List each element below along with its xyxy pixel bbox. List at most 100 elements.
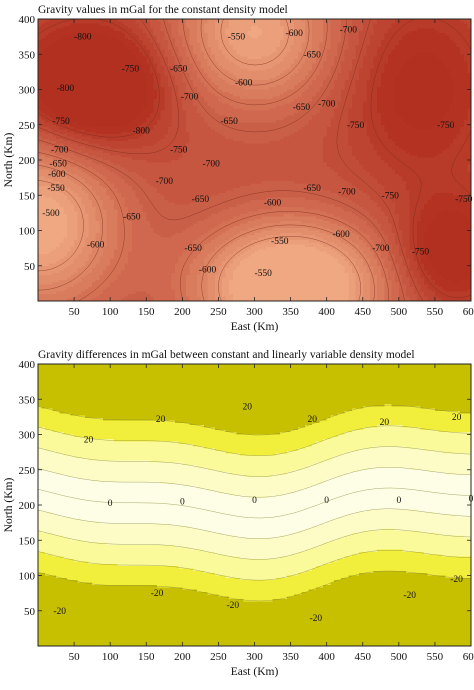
y-tick-label: 350	[19, 49, 36, 61]
contour-label: -20	[450, 575, 463, 585]
contour-label: -550	[47, 184, 65, 194]
gravity-differences-chart: Gravity differences in mGal between cons…	[0, 345, 474, 690]
contour-fill	[38, 19, 471, 301]
contour-fill	[38, 364, 471, 646]
contour-label: -650	[304, 50, 322, 60]
contour-label: -20	[310, 614, 323, 624]
contour-label: -700	[181, 93, 199, 103]
x-tick-label: 550	[427, 306, 444, 318]
x-tick-label: 600	[463, 651, 474, 663]
x-tick-label: 450	[355, 651, 372, 663]
chart-title: Gravity values in mGal for the constant …	[38, 4, 288, 16]
y-tick-label: 100	[19, 226, 36, 238]
contour-label: -750	[437, 121, 455, 131]
contour-label: -600	[87, 241, 105, 251]
y-tick-label: 300	[19, 85, 36, 97]
contour-label: -500	[42, 209, 60, 219]
contour-label: 20	[243, 402, 253, 412]
contour-label: -650	[49, 160, 67, 170]
contour-label: -750	[170, 145, 188, 155]
contour-label: -800	[74, 33, 92, 43]
y-tick-label: 200	[19, 500, 36, 512]
y-tick-label: 200	[19, 155, 36, 167]
contour-label: -750	[412, 248, 430, 258]
contour-label: -700	[318, 100, 336, 110]
x-tick-label: 150	[138, 306, 155, 318]
contour-label: -600	[264, 198, 282, 208]
contour-lines	[38, 404, 471, 602]
contour-label: -650	[170, 64, 188, 74]
x-axis-label: East (Km)	[231, 666, 279, 678]
contour-label: -750	[122, 64, 140, 74]
x-tick-label: 350	[282, 651, 299, 663]
contour-label: -650	[304, 184, 322, 194]
x-tick-label: 300	[246, 306, 263, 318]
chart-title: Gravity differences in mGal between cons…	[38, 349, 415, 361]
contour-label: -750	[381, 191, 399, 201]
x-tick-label: 300	[246, 651, 263, 663]
contour-label: -600	[332, 230, 350, 240]
contour-label: -550	[228, 33, 246, 43]
contour-label: -600	[285, 29, 303, 39]
x-tick-label: 50	[69, 651, 81, 663]
gravity-values-chart: Gravity values in mGal for the constant …	[3, 4, 474, 333]
x-tick-label: 350	[282, 306, 299, 318]
contour-label: -600	[199, 265, 217, 275]
y-tick-label: 250	[19, 120, 36, 132]
y-axis-label: North (Km)	[3, 478, 15, 533]
x-tick-label: 100	[102, 651, 119, 663]
contour-label: -700	[51, 145, 69, 155]
x-tick-label: 250	[210, 306, 227, 318]
contour-label: -650	[221, 117, 239, 127]
x-tick-label: 50	[69, 306, 81, 318]
y-tick-label: 100	[19, 571, 36, 583]
y-tick-label: 400	[19, 14, 36, 26]
x-tick-label: 500	[391, 306, 408, 318]
contour-label: 20	[156, 415, 166, 425]
x-tick-label: 250	[210, 651, 227, 663]
x-tick-label: 200	[174, 651, 191, 663]
y-tick-label: 300	[19, 430, 36, 442]
x-axis-label: East (Km)	[231, 321, 279, 333]
contour-label: -750	[455, 195, 473, 205]
contour-label: -700	[156, 177, 174, 187]
contour-label: -700	[202, 160, 220, 170]
x-tick-label: 100	[102, 306, 119, 318]
y-axis-label: North (Km)	[3, 133, 15, 188]
gravity-values-plot: Gravity values in mGal for the constant …	[3, 4, 474, 333]
contour-label: -550	[254, 269, 272, 279]
x-tick-label: 550	[427, 651, 444, 663]
contour-label: 20	[84, 435, 94, 445]
y-tick-label: 150	[19, 190, 36, 202]
contour-label: -600	[48, 170, 66, 180]
contour-label: -650	[184, 244, 202, 254]
contour-label: 20	[380, 418, 390, 428]
contour-label: -750	[347, 121, 365, 131]
x-tick-label: 200	[174, 306, 191, 318]
contour-label: -550	[271, 237, 289, 247]
contour-label: -600	[235, 78, 253, 88]
contour-label: -700	[338, 188, 356, 198]
y-tick-label: 50	[24, 261, 36, 273]
contour-label: -700	[372, 244, 390, 254]
contour-label: 0	[252, 496, 257, 506]
x-tick-label: 500	[391, 651, 408, 663]
contour-label: -20	[53, 607, 66, 617]
contour-label: -800	[57, 84, 75, 94]
contour-label: -20	[151, 589, 164, 599]
contour-label: 0	[396, 496, 401, 506]
contour-label: 0	[469, 495, 474, 505]
contour-label: 20	[452, 413, 462, 423]
x-tick-label: 150	[138, 651, 155, 663]
y-tick-label: 250	[19, 465, 36, 477]
x-tick-label: 600	[463, 306, 474, 318]
y-tick-label: 350	[19, 394, 36, 406]
contour-label: -20	[227, 601, 240, 611]
contour-label: 0	[180, 497, 185, 507]
contour-label: -650	[123, 212, 141, 222]
y-tick-label: 150	[19, 535, 36, 547]
contour-label: 0	[108, 499, 113, 509]
contour-label: 20	[307, 415, 317, 425]
contour-label: -700	[340, 26, 358, 36]
x-tick-label: 400	[318, 306, 335, 318]
